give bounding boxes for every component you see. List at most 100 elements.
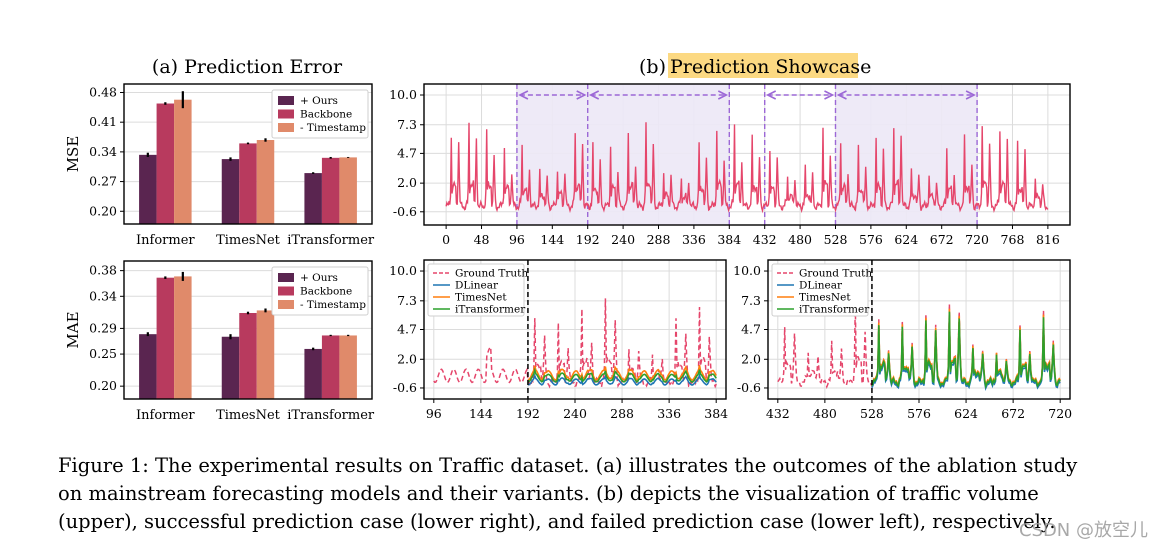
x-tick-label: 192 (516, 406, 540, 421)
mse-bar-chart: Informer TimesNet iTransformer 0.20 0.27 0.34… (64, 83, 375, 248)
panel-b-title-prefix: (b) (639, 56, 666, 78)
x-tick-label: 576 (859, 232, 883, 247)
bar (174, 276, 192, 399)
x-tick-label: 240 (611, 232, 635, 247)
bar (221, 336, 240, 399)
y-tick-label: 0.34 (89, 288, 117, 303)
x-tick-label: Informer (136, 233, 195, 248)
plot-frame (767, 259, 1071, 400)
y-tick-label: 0.25 (89, 346, 117, 361)
x-tick-label: 720 (1048, 406, 1072, 421)
x-tick-label: 720 (965, 232, 989, 247)
y-tick-label: 10.0 (389, 87, 417, 102)
legend-label: Backbone (300, 109, 352, 121)
x-tick-label: 384 (717, 232, 741, 247)
y-tick-label: 7.3 (741, 293, 761, 308)
panel-b-title-highlight (668, 53, 858, 78)
legend-label: DLinear (455, 280, 499, 292)
legend-label: Backbone (300, 286, 352, 298)
traffic-volume-chart: -0.6 2.0 4.7 7.3 10.0 0 48 96 144 192 240 288 336 384… (389, 83, 1071, 247)
y-tick-label: 0.27 (89, 174, 117, 189)
caption-line-2: on mainstream forecasting models and the… (58, 482, 1039, 505)
legend-swatch (278, 286, 294, 296)
bar (156, 277, 175, 399)
y-tick-label: 10.0 (389, 263, 417, 278)
panel-b-title: Prediction Showcase (670, 56, 871, 78)
legend-label: Ground Truth (455, 268, 528, 280)
legend-label: - Timestamp (300, 122, 366, 134)
legend-swatch (278, 109, 294, 119)
x-tick-label: 432 (753, 232, 777, 247)
bar (321, 157, 340, 224)
arrow-head-right (965, 90, 976, 100)
bar (156, 103, 175, 224)
caption-line-3: (upper), successful prediction case (low… (58, 510, 1056, 533)
bar (239, 312, 257, 399)
arrow-head-left (765, 90, 777, 100)
arrow-head-left (518, 90, 529, 100)
x-tick-label: 672 (1001, 406, 1025, 421)
y-tick-label: 0.20 (89, 203, 117, 218)
bar (139, 154, 157, 224)
bar (174, 99, 192, 224)
legend-label: DLinear (799, 280, 843, 292)
legend-label: iTransformer (799, 304, 870, 316)
x-tick-label: 480 (813, 406, 837, 421)
bar (339, 157, 357, 224)
plot-frame (423, 83, 1071, 226)
bar (304, 173, 322, 224)
y-tick-label: 7.3 (397, 293, 417, 308)
y-tick-label: 10.0 (733, 263, 761, 278)
y-tick-label: -0.6 (393, 380, 417, 395)
x-tick-label: 480 (788, 232, 812, 247)
x-tick-label: 528 (860, 406, 884, 421)
y-tick-label: 0.48 (89, 84, 117, 99)
x-tick-label: 288 (610, 406, 634, 421)
legend-label: Ground Truth (799, 268, 872, 280)
x-tick-label: 816 (1036, 232, 1060, 247)
dlinear-series (527, 372, 717, 386)
legend-box (771, 263, 869, 317)
x-tick-label: 96 (426, 406, 442, 421)
x-tick-label: 768 (1001, 232, 1025, 247)
figure-caption: Figure 1: The experimental results on Tr… (58, 452, 1118, 536)
y-tick-label: -0.6 (737, 380, 761, 395)
x-tick-label: 432 (766, 406, 790, 421)
y-tick-label: 2.0 (741, 351, 761, 366)
x-tick-label: 384 (704, 406, 728, 421)
y-tick-label: 0.41 (89, 114, 117, 129)
y-tick-label: 4.7 (741, 322, 761, 337)
plot-frame (123, 83, 373, 225)
itransformer-series (527, 367, 717, 383)
x-tick-label: 240 (563, 406, 587, 421)
x-tick-label: 96 (509, 232, 525, 247)
bar (321, 335, 340, 399)
legend-box (271, 89, 369, 139)
plot-frame (423, 259, 727, 400)
x-tick-label: 48 (474, 232, 490, 247)
y-tick-label: 7.3 (397, 117, 417, 132)
arrow-head-right (717, 90, 729, 100)
x-tick-label: 624 (894, 232, 918, 247)
itransformer-series (871, 311, 1061, 390)
x-tick-label: 336 (657, 406, 681, 421)
y-tick-label: 4.7 (397, 322, 417, 337)
y-tick-label: 0.29 (89, 320, 117, 335)
legend-label: + Ours (300, 272, 338, 284)
legend-swatch (278, 123, 294, 132)
bar (239, 143, 257, 224)
plot-frame (123, 260, 373, 400)
bar (339, 335, 357, 399)
panel-a-title: (a) Prediction Error (152, 56, 343, 78)
x-tick-label: 144 (540, 232, 564, 247)
arrow-head-right (576, 90, 587, 100)
y-axis-label: MAE (64, 311, 82, 348)
x-tick-label: TimesNet (216, 408, 281, 423)
x-tick-label: TimesNet (216, 233, 281, 248)
y-axis-label: MSE (64, 136, 82, 173)
caption-line-1: Figure 1: The experimental results on Tr… (58, 454, 1078, 477)
traffic-series (445, 122, 1049, 214)
